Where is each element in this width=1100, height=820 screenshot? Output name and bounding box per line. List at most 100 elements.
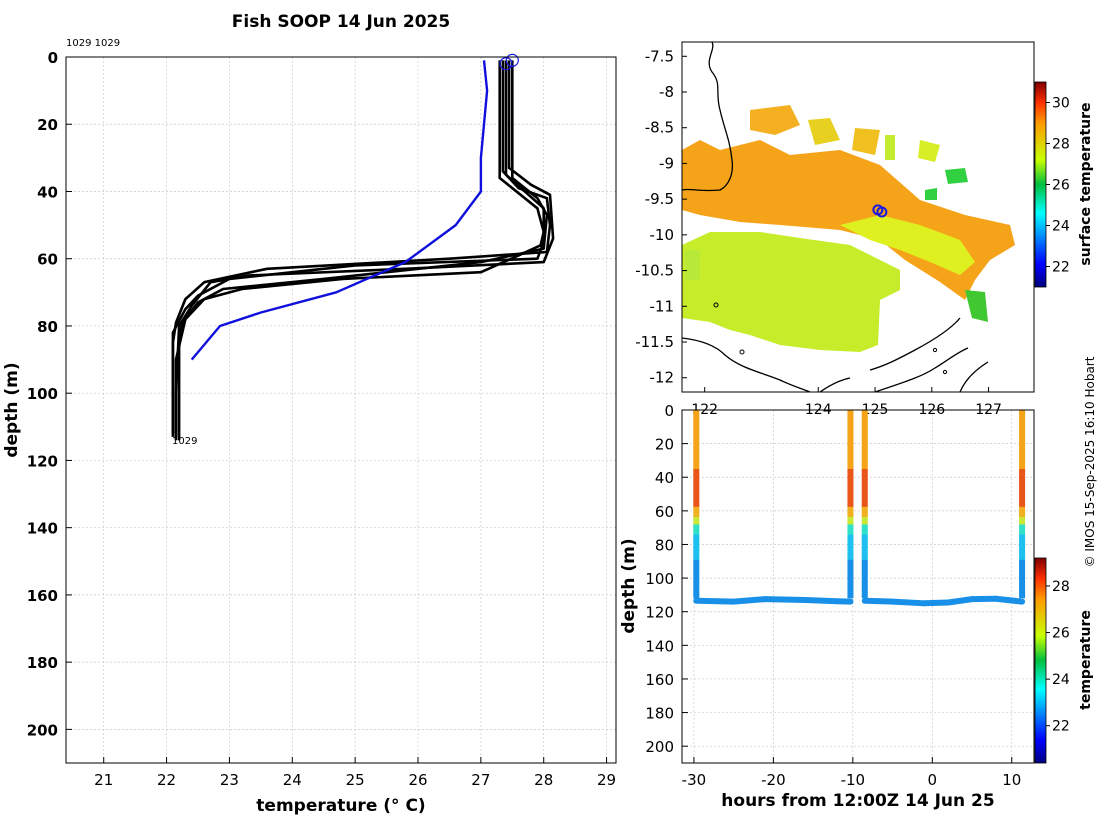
section-cast-sample <box>1019 469 1026 473</box>
section-y-tick-label: 180 <box>645 705 674 723</box>
section-cast-sample <box>861 527 868 531</box>
map-frame <box>681 41 1035 393</box>
section-cast-sample <box>861 453 868 458</box>
section-cast-sample <box>861 489 868 493</box>
section-cast-sample <box>847 595 854 599</box>
section-cast-sample <box>861 544 868 548</box>
section-cast-sample <box>693 484 700 488</box>
section-cast-sample <box>693 544 700 548</box>
section-cast-sample <box>1019 504 1026 508</box>
section-cast-sample <box>847 519 854 523</box>
section-cast-sample <box>861 564 868 569</box>
section-cast-sample <box>693 506 700 511</box>
section-colorbar-tick-label: 24 <box>1052 672 1070 688</box>
map-y-tick-label: -10 <box>650 226 675 244</box>
section-bottom-segment <box>802 596 840 605</box>
map-colorbar-ticks: 22 24 26 28 30 <box>1046 96 1070 276</box>
section-cast-sample <box>861 458 868 463</box>
map-cool-region <box>682 232 900 352</box>
section-cast-sample <box>1019 532 1026 536</box>
map-patch <box>945 168 968 184</box>
profile-y-tick-label: 100 <box>27 385 58 403</box>
section-cast-sample <box>1019 448 1026 453</box>
section-cast-sample <box>693 481 700 485</box>
map-colorbar-tick-label: 28 <box>1052 137 1070 153</box>
map-y-tick-label: -9.5 <box>645 190 674 208</box>
section-cast-sample <box>1019 554 1026 558</box>
section-cast-sample <box>847 504 854 508</box>
section-cast-sample <box>1019 539 1026 543</box>
section-cast-sample <box>861 418 868 422</box>
section-y-ticks: 0 20 40 60 80 100 120 140 160 180 200 <box>645 402 688 756</box>
section-cast-sample <box>847 410 854 412</box>
section-cast-sample <box>847 479 854 483</box>
section-cast-sample <box>1019 441 1026 445</box>
map-mid-region <box>840 215 975 275</box>
map-heatmap <box>682 42 1015 392</box>
section-cast-sample <box>861 431 868 435</box>
section-y-tick-label: 120 <box>645 604 674 622</box>
section-bottom-segment <box>762 596 809 603</box>
section-cast-sample <box>1019 421 1026 425</box>
section-cast-sample <box>861 542 868 546</box>
section-cast-sample <box>861 532 868 536</box>
section-cast-sample <box>693 524 700 528</box>
section-cast-sample <box>847 537 854 541</box>
section-cast-sample <box>847 529 854 533</box>
section-cast-sample <box>847 438 854 442</box>
section-cast-sample <box>1019 428 1026 432</box>
section-cast-sample <box>847 559 854 563</box>
section-cast-sample <box>861 582 868 586</box>
section-colorbar-ticks: 22 24 26 28 <box>1046 579 1070 735</box>
section-cast-sample <box>1019 458 1026 463</box>
section-cast-sample <box>1019 443 1026 447</box>
section-cast-sample <box>847 431 854 435</box>
profile-y-tick-label: 200 <box>27 721 58 739</box>
profile-x-tick-label: 28 <box>534 771 553 789</box>
section-cast-sample <box>693 527 700 531</box>
section-cast-sample <box>847 582 854 586</box>
section-cast-sample <box>861 559 868 563</box>
section-colorbar-tick-label: 28 <box>1052 579 1070 595</box>
section-colorbar <box>1034 557 1047 764</box>
section-cast-sample <box>1019 552 1026 556</box>
section-cast-sample <box>1019 590 1026 594</box>
section-cast-sample <box>693 539 700 543</box>
section-cast-sample <box>1019 524 1026 528</box>
section-cast-sample <box>1019 516 1026 521</box>
profile-x-ticks: 21 22 23 24 25 26 27 28 29 <box>94 757 616 789</box>
section-cast-sample <box>1019 413 1026 417</box>
section-cast-sample <box>847 491 854 495</box>
section-cast-sample <box>1019 496 1026 500</box>
map-coastline <box>869 317 961 371</box>
section-cast-sample <box>847 451 854 455</box>
section-cast-sample <box>693 569 700 574</box>
map-y-ticks: -7.5 -8 -8.5 -9 -9.5 -10 -10.5 -11 -11.5 -12 <box>635 47 687 387</box>
section-y-tick-label: 40 <box>655 469 674 487</box>
section-cast-sample <box>847 481 854 485</box>
section-cast-sample <box>693 411 700 415</box>
section-cast-sample <box>861 585 868 589</box>
section-cast-sample <box>1019 491 1026 495</box>
section-cast-sample <box>847 501 854 505</box>
section-cast-sample <box>861 552 868 556</box>
section-cast-sample <box>1019 471 1026 475</box>
section-cast-sample <box>861 461 868 465</box>
section-colorbar-label: temperature <box>1078 610 1094 710</box>
profile-x-tick-label: 22 <box>157 771 176 789</box>
section-cast-sample <box>1019 562 1026 566</box>
section-cast-sample <box>861 537 868 541</box>
section-bottom-segment <box>889 598 928 607</box>
end-cast-annotation: 1029 <box>172 436 197 447</box>
section-cast-sample <box>693 577 700 581</box>
map-island <box>932 347 938 353</box>
map-patch <box>808 118 840 145</box>
section-cast-sample <box>693 466 700 470</box>
section-cast-sample <box>847 469 854 473</box>
section-cast-sample <box>847 463 854 468</box>
section-cast-sample <box>693 514 700 518</box>
section-y-tick-label: 200 <box>645 738 674 756</box>
section-y-tick-label: 60 <box>655 503 674 521</box>
section-cast-sample <box>1019 466 1026 470</box>
section-cast-sample <box>861 438 868 442</box>
